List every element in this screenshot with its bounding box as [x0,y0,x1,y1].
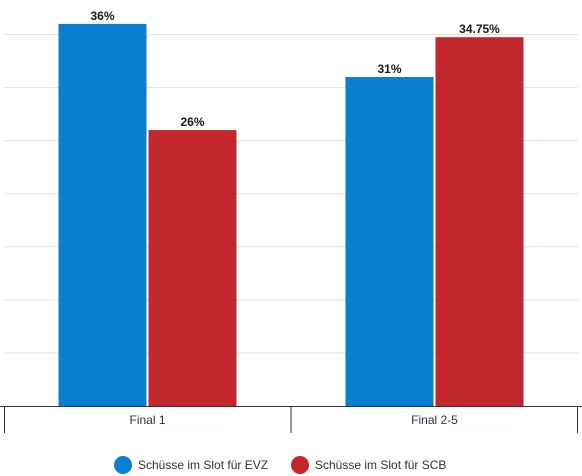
data-label: 34.75% [459,22,500,36]
legend: Schüsse im Slot für EVZ Schüsse im Slot f… [114,456,446,474]
data-label: 26% [180,115,204,129]
value-labels: 36% 26% 31% 34.75% [90,9,500,129]
legend-label: Schüsse im Slot für SCB [315,458,446,472]
legend-swatch [291,456,309,474]
legend-swatch [114,456,132,474]
x-axis: Final 1 Final 2-5 [0,406,582,433]
data-label: 36% [90,9,114,23]
data-label: 31% [377,62,401,76]
x-tick-label: Final 2-5 [411,413,458,427]
bar-final-2-5-series-2 [435,37,524,406]
legend-label: Schüsse im Slot für EVZ [138,458,268,472]
bars [58,23,524,406]
bar-final-1-series-2 [148,130,237,406]
bar-final-2-5-series-1 [345,76,434,406]
x-tick-label: Final 1 [129,413,165,427]
bar-final-1-series-1 [58,23,147,406]
